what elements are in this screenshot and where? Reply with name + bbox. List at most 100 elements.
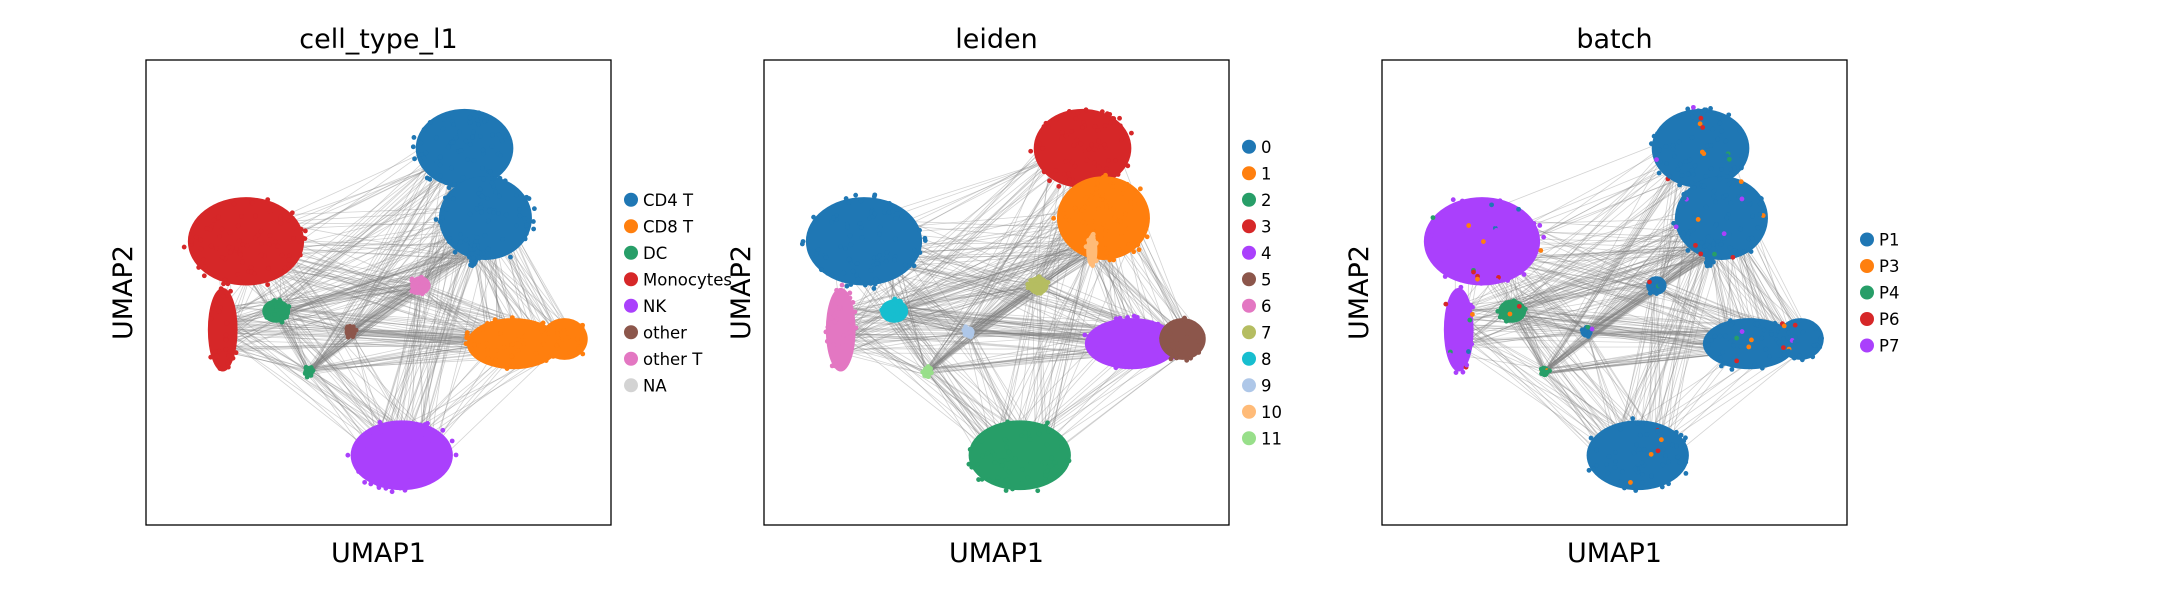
cell-point <box>1043 120 1049 126</box>
graph-edge <box>894 245 1094 316</box>
cell-point <box>370 473 376 479</box>
cell-point <box>225 364 231 370</box>
graph-edge <box>273 285 421 312</box>
cell-point <box>477 133 483 139</box>
graph-edge <box>231 335 504 345</box>
graph-edge <box>1586 286 1653 335</box>
cell-point <box>1655 428 1660 434</box>
cell-point <box>1037 280 1043 286</box>
cell-point <box>1786 330 1791 336</box>
graph-edge <box>220 209 475 352</box>
graph-edge <box>844 350 925 375</box>
x-axis-label: UMAP1 <box>949 538 1044 569</box>
graph-edge <box>1583 249 1711 334</box>
cell-point <box>1100 192 1105 198</box>
graph-edge <box>888 280 1044 310</box>
cell-point <box>1066 109 1072 114</box>
cell-point <box>471 255 476 261</box>
cell-point <box>453 452 459 458</box>
cell-point <box>244 243 250 249</box>
graph-edge <box>838 332 969 349</box>
cell-point <box>1028 460 1034 465</box>
graph-edge <box>1453 285 1651 307</box>
cell-point <box>1684 191 1690 197</box>
cell-point <box>848 282 854 287</box>
graph-edge <box>414 287 427 439</box>
cell-point <box>843 196 849 201</box>
legend-label: NK <box>643 297 667 316</box>
legend-marker <box>624 219 638 234</box>
graph-edge <box>1547 285 1662 371</box>
graph-edge <box>1511 216 1759 339</box>
cell-point <box>1682 200 1688 206</box>
cell-point <box>1090 350 1096 356</box>
cell-point <box>433 135 439 141</box>
cell-point <box>472 243 477 249</box>
cell-point <box>1031 277 1037 283</box>
cell-point <box>1117 115 1122 121</box>
legend-label: 8 <box>1261 350 1272 369</box>
cell-point <box>1135 242 1141 248</box>
cell-point <box>522 236 528 242</box>
graph-edge <box>218 332 386 451</box>
cell-point <box>1074 208 1080 214</box>
cell-point <box>526 196 532 201</box>
cell-point <box>1522 306 1528 312</box>
cluster-P1 <box>1674 176 1768 260</box>
graph-edge <box>277 159 464 309</box>
cell-point <box>1495 308 1501 314</box>
cell-point <box>1673 429 1679 435</box>
cell-point <box>480 176 486 182</box>
legend-marker <box>1860 338 1874 353</box>
cell-point <box>1701 183 1707 189</box>
graph-edge <box>384 132 439 461</box>
cell-point <box>378 429 384 435</box>
cell-point <box>847 295 853 301</box>
cell-point <box>491 210 496 215</box>
cell-point <box>350 324 356 330</box>
cell-point <box>1083 107 1089 113</box>
graph-edge <box>1653 259 1709 281</box>
cluster-CD4 T <box>415 108 514 188</box>
cell-point <box>1128 199 1133 205</box>
cell-point <box>515 348 521 353</box>
cell-point <box>233 350 239 356</box>
graph-edge <box>832 168 1062 349</box>
cell-point <box>1458 284 1464 290</box>
cell-point <box>1095 206 1101 212</box>
cell-point <box>899 213 905 219</box>
cell-point <box>1117 218 1123 224</box>
legend-label: other T <box>643 350 703 369</box>
graph-edge <box>1588 289 1661 334</box>
cell-point <box>222 277 228 283</box>
graph-edge <box>848 343 926 372</box>
cell-point <box>464 330 470 336</box>
cell-point <box>1099 109 1105 115</box>
cell-point <box>1739 329 1745 334</box>
graph-edge <box>1544 284 1662 371</box>
cell-point <box>1107 257 1113 263</box>
cell-point <box>576 346 582 351</box>
graph-edge <box>1450 312 1624 461</box>
legend-marker <box>624 192 638 207</box>
graph-edge <box>832 281 1033 346</box>
cell-point <box>412 156 417 162</box>
cell-point <box>902 262 908 268</box>
cell-point <box>871 193 877 199</box>
graph-edge <box>216 259 472 311</box>
cell-point <box>1125 163 1131 169</box>
cell-point <box>1683 459 1689 465</box>
cell-point <box>437 154 443 160</box>
cell-point <box>188 238 194 244</box>
graph-edge <box>351 289 421 330</box>
graph-edge <box>969 230 1078 334</box>
cell-point <box>440 126 446 132</box>
cell-point <box>499 138 505 144</box>
cell-point <box>1691 185 1697 190</box>
cell-point <box>1116 247 1122 253</box>
cell-point <box>886 209 892 215</box>
graph-edge <box>1543 155 1693 373</box>
cell-point <box>1503 214 1509 220</box>
cell-point <box>1659 279 1665 285</box>
cell-point <box>1053 168 1059 173</box>
